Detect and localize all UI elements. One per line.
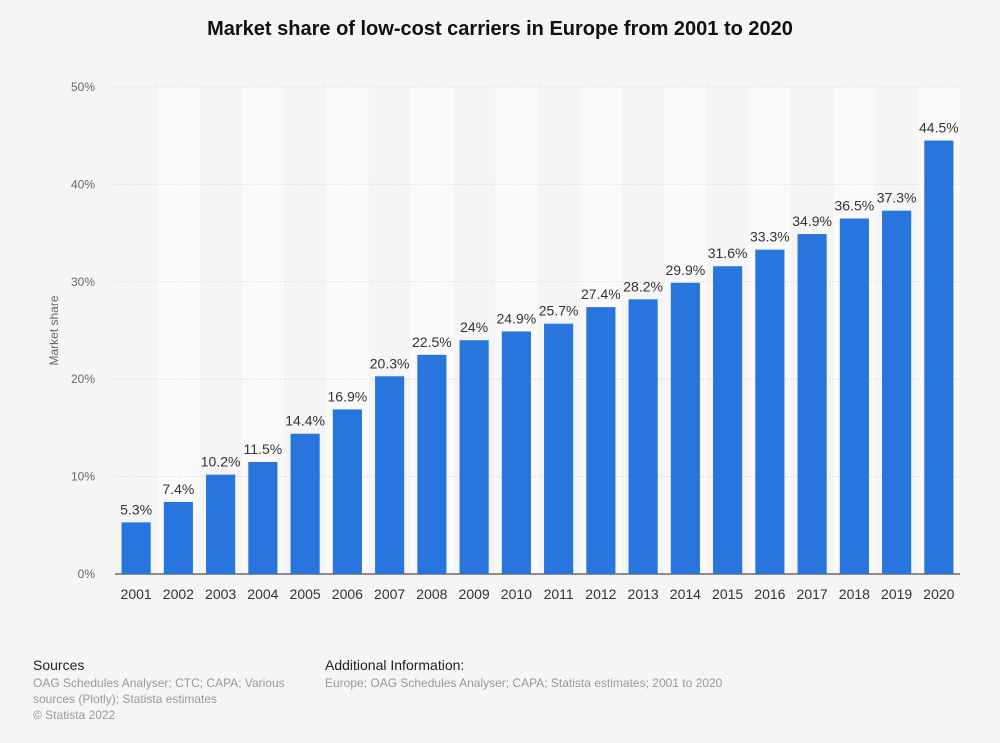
- data-label: 16.9%: [328, 388, 368, 404]
- x-tick-label: 2019: [881, 586, 912, 602]
- sources-text: OAG Schedules Analyser; CTC; CAPA; Vario…: [33, 676, 285, 706]
- bar: [670, 282, 700, 574]
- x-tick-label: 2017: [797, 586, 828, 602]
- bar: [459, 340, 489, 574]
- x-tick-label: 2010: [501, 586, 532, 602]
- data-label: 28.2%: [623, 278, 663, 294]
- y-tick-label: 30%: [71, 275, 95, 289]
- x-tick-label: 2002: [163, 586, 194, 602]
- bar: [544, 323, 574, 574]
- y-axis-label: Market share: [47, 295, 61, 365]
- y-tick-label: 20%: [71, 372, 95, 386]
- data-label: 33.3%: [750, 229, 790, 245]
- bar: [417, 354, 447, 574]
- bar-chart: 0% 10% 20% 30% 40% 50% Market share 5.3% 2001 7.4…: [47, 80, 960, 602]
- x-tick-label: 2016: [754, 586, 785, 602]
- bar: [290, 433, 320, 574]
- data-label: 5.3%: [120, 501, 152, 517]
- x-tick-label: 2013: [628, 586, 659, 602]
- y-tick-label: 0%: [78, 567, 96, 581]
- data-label: 31.6%: [708, 245, 748, 261]
- data-label: 7.4%: [162, 481, 194, 497]
- bar: [163, 501, 193, 574]
- data-label: 27.4%: [581, 286, 621, 302]
- bar: [713, 266, 743, 574]
- data-label: 44.5%: [919, 120, 959, 136]
- bar: [882, 210, 912, 574]
- data-label: 36.5%: [835, 197, 875, 213]
- bar: [755, 249, 785, 574]
- data-label: 20.3%: [370, 355, 410, 371]
- y-tick-label: 40%: [71, 177, 95, 191]
- x-tick-label: 2011: [544, 586, 574, 602]
- additional-info-text: Europe; OAG Schedules Analyser; CAPA; St…: [325, 676, 723, 690]
- x-tick-label: 2005: [290, 586, 321, 602]
- copyright-text: © Statista 2022: [33, 708, 116, 722]
- bar: [248, 461, 278, 574]
- bar: [797, 234, 827, 574]
- y-tick-label: 10%: [71, 470, 95, 484]
- data-label: 37.3%: [877, 190, 917, 206]
- bar: [332, 409, 362, 574]
- x-tick-label: 2004: [247, 586, 278, 602]
- bar: [375, 376, 405, 574]
- data-label: 24%: [460, 319, 488, 335]
- data-label: 34.9%: [792, 213, 832, 229]
- x-tick-label: 2009: [459, 586, 490, 602]
- x-tick-label: 2014: [670, 586, 701, 602]
- data-label: 10.2%: [201, 454, 241, 470]
- x-tick-label: 2008: [416, 586, 447, 602]
- column-band: [157, 87, 200, 574]
- data-label: 24.9%: [497, 310, 537, 326]
- chart-title: Market share of low-cost carriers in Eur…: [207, 18, 793, 40]
- data-label: 11.5%: [244, 441, 283, 457]
- bar: [586, 307, 616, 574]
- bar: [501, 331, 531, 574]
- data-label: 14.4%: [285, 413, 325, 429]
- x-tick-label: 2001: [121, 586, 152, 602]
- sources-heading: Sources: [33, 657, 85, 673]
- x-tick-label: 2006: [332, 586, 363, 602]
- data-label: 22.5%: [412, 334, 452, 350]
- x-tick-label: 2018: [839, 586, 870, 602]
- additional-info-heading: Additional Information:: [325, 657, 465, 673]
- bar: [121, 522, 151, 574]
- x-tick-label: 2003: [205, 586, 236, 602]
- additional-info-block: Additional Information: Europe; OAG Sche…: [325, 657, 845, 691]
- bar: [839, 218, 869, 575]
- bar: [206, 474, 236, 574]
- x-tick-label: 2007: [374, 586, 405, 602]
- x-tick-label: 2015: [712, 586, 743, 602]
- x-tick-label: 2012: [585, 586, 616, 602]
- data-label: 29.9%: [666, 262, 706, 278]
- bar: [924, 140, 954, 574]
- y-tick-label: 50%: [71, 80, 95, 94]
- bar: [628, 299, 658, 574]
- x-tick-label: 2020: [923, 586, 954, 602]
- data-label: 25.7%: [539, 303, 579, 319]
- sources-block: Sources OAG Schedules Analyser; CTC; CAP…: [33, 657, 303, 723]
